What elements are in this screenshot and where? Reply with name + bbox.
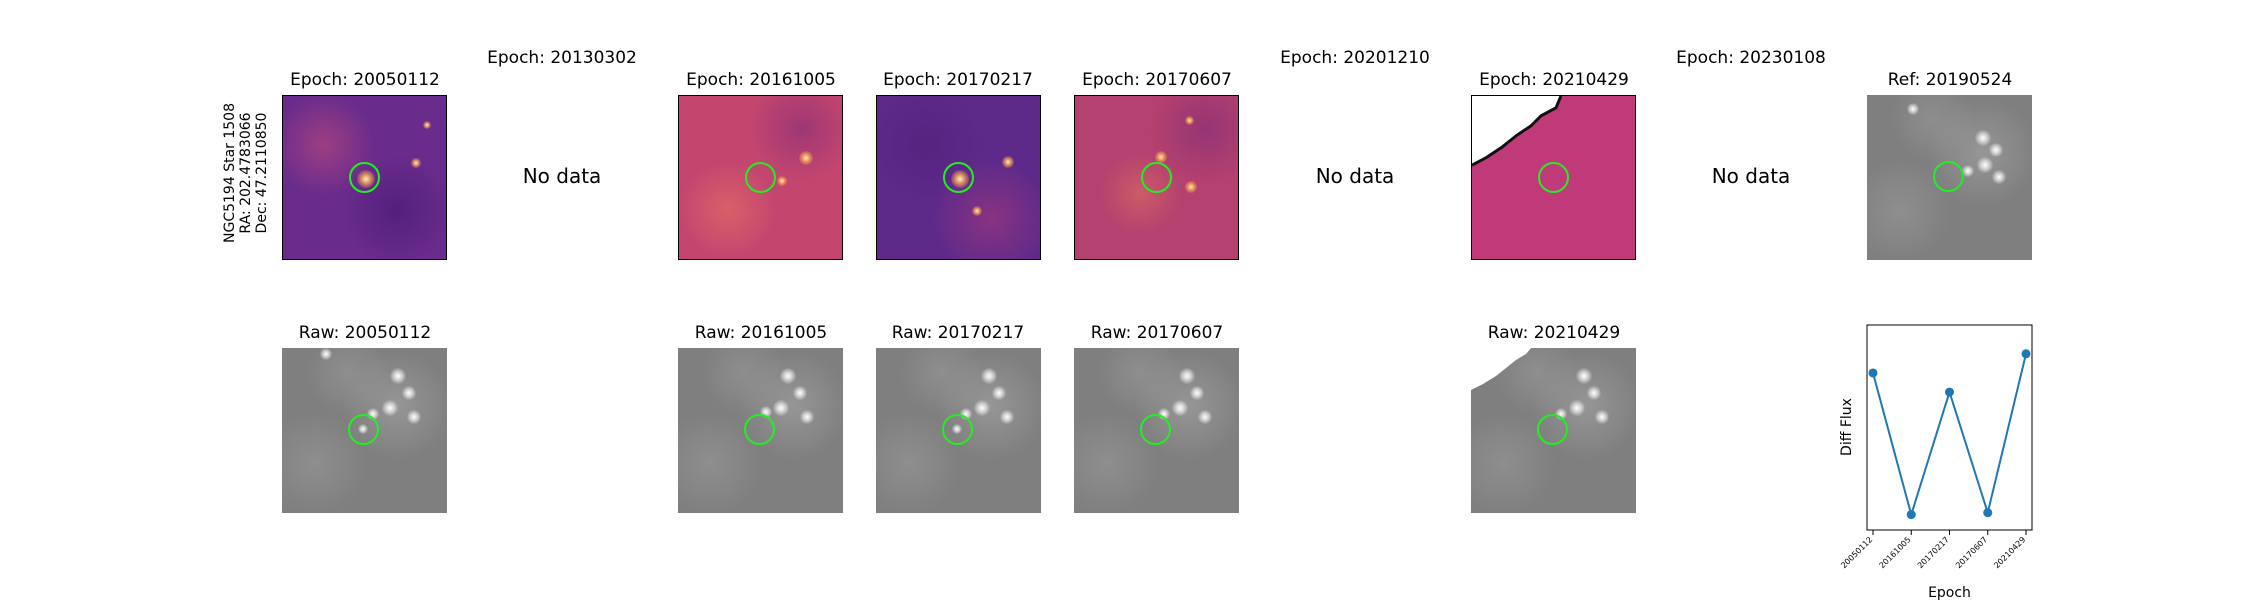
star	[1907, 103, 1919, 115]
star	[1962, 165, 1974, 177]
raw-title-20161005: Raw: 20161005	[694, 323, 828, 343]
no-data-20130302: No data	[522, 164, 602, 188]
star	[1190, 386, 1204, 400]
target-circle	[744, 414, 775, 445]
data-point	[1983, 508, 1993, 518]
x-tick-label: 20170217	[1916, 535, 1951, 570]
star	[793, 386, 807, 400]
diff-title-20161005: Epoch: 20161005	[686, 70, 836, 90]
diff-title-20201210: Epoch: 20201210	[1280, 48, 1430, 68]
ref-title: Ref: 20190524	[1887, 70, 2013, 90]
star	[1000, 410, 1014, 424]
star	[402, 386, 416, 400]
reference-image	[1867, 95, 2032, 260]
raw-image-20161005	[678, 348, 843, 513]
target-circle	[943, 162, 974, 193]
target-circle	[1141, 162, 1172, 193]
star	[974, 400, 990, 416]
source-blob	[972, 206, 982, 216]
diff-title-20230108: Epoch: 20230108	[1676, 48, 1826, 68]
edge-mask	[1471, 348, 1531, 390]
star	[773, 400, 789, 416]
diff-image-20170217	[876, 95, 1041, 260]
diff-title-20170217: Epoch: 20170217	[883, 70, 1033, 90]
raw-image-20210429	[1471, 348, 1636, 513]
target-circle	[1140, 414, 1171, 445]
y-axis-label: Diff Flux	[1839, 398, 1855, 456]
x-tick-label: 20210429	[1992, 535, 2027, 570]
x-tick-label: 20050112	[1839, 535, 1874, 570]
star	[1595, 410, 1609, 424]
source-blob	[1155, 151, 1167, 163]
data-point	[2021, 349, 2031, 359]
diff-image-20210429	[1471, 95, 1636, 260]
diff-title-20210429: Epoch: 20210429	[1479, 70, 1629, 90]
x-axis-label: Epoch	[1928, 585, 1971, 600]
target-circle	[745, 162, 776, 193]
raw-title-20170217: Raw: 20170217	[891, 323, 1025, 343]
source-blob	[777, 176, 787, 186]
source-blob	[1185, 181, 1197, 193]
star	[1989, 143, 2003, 157]
star	[1172, 400, 1188, 416]
data-point	[1906, 510, 1916, 520]
star	[382, 400, 398, 416]
diff-image-20050112	[282, 95, 447, 260]
star	[780, 368, 796, 384]
source-blob	[799, 151, 813, 165]
diff-title-20130302: Epoch: 20130302	[487, 48, 637, 68]
star	[320, 348, 332, 360]
target-circle	[1538, 162, 1569, 193]
raw-title-20050112: Raw: 20050112	[298, 323, 432, 343]
source-blob	[411, 158, 421, 168]
diff-title-20170607: Epoch: 20170607	[1082, 70, 1232, 90]
star	[1977, 157, 1993, 173]
no-data-20201210: No data	[1315, 164, 1395, 188]
raw-image-20170217	[876, 348, 1041, 513]
star	[981, 368, 997, 384]
source-blob	[1002, 156, 1014, 168]
star	[1992, 170, 2006, 184]
star	[390, 368, 406, 384]
star	[407, 410, 421, 424]
target-circle	[349, 162, 380, 193]
raw-title-20170607: Raw: 20170607	[1090, 323, 1224, 343]
target-circle	[348, 414, 379, 445]
raw-image-20170607	[1074, 348, 1239, 513]
x-tick-label: 20161005	[1878, 535, 1913, 570]
diff-image-20170607	[1074, 95, 1239, 260]
x-tick-label: 20170607	[1954, 535, 1989, 570]
edge-mask	[1472, 96, 1563, 167]
star	[1179, 368, 1195, 384]
source-blob	[423, 121, 431, 129]
raw-title-20210429: Raw: 20210429	[1487, 323, 1621, 343]
data-point	[1868, 368, 1878, 378]
star	[1975, 130, 1991, 146]
data-point	[1945, 387, 1954, 397]
star	[1198, 410, 1212, 424]
target-circle	[1933, 161, 1964, 192]
star	[800, 410, 814, 424]
no-data-20230108: No data	[1711, 164, 1791, 188]
star	[992, 386, 1006, 400]
chart-frame	[1866, 324, 2033, 531]
target-circle	[1537, 414, 1568, 445]
diff-image-20161005	[678, 95, 843, 260]
star	[1587, 386, 1601, 400]
star	[1569, 400, 1585, 416]
star	[1576, 368, 1592, 384]
diff-title-20050112: Epoch: 20050112	[290, 70, 440, 90]
raw-image-20050112	[282, 348, 447, 513]
source-blob	[1185, 116, 1194, 125]
target-circle	[942, 414, 973, 445]
